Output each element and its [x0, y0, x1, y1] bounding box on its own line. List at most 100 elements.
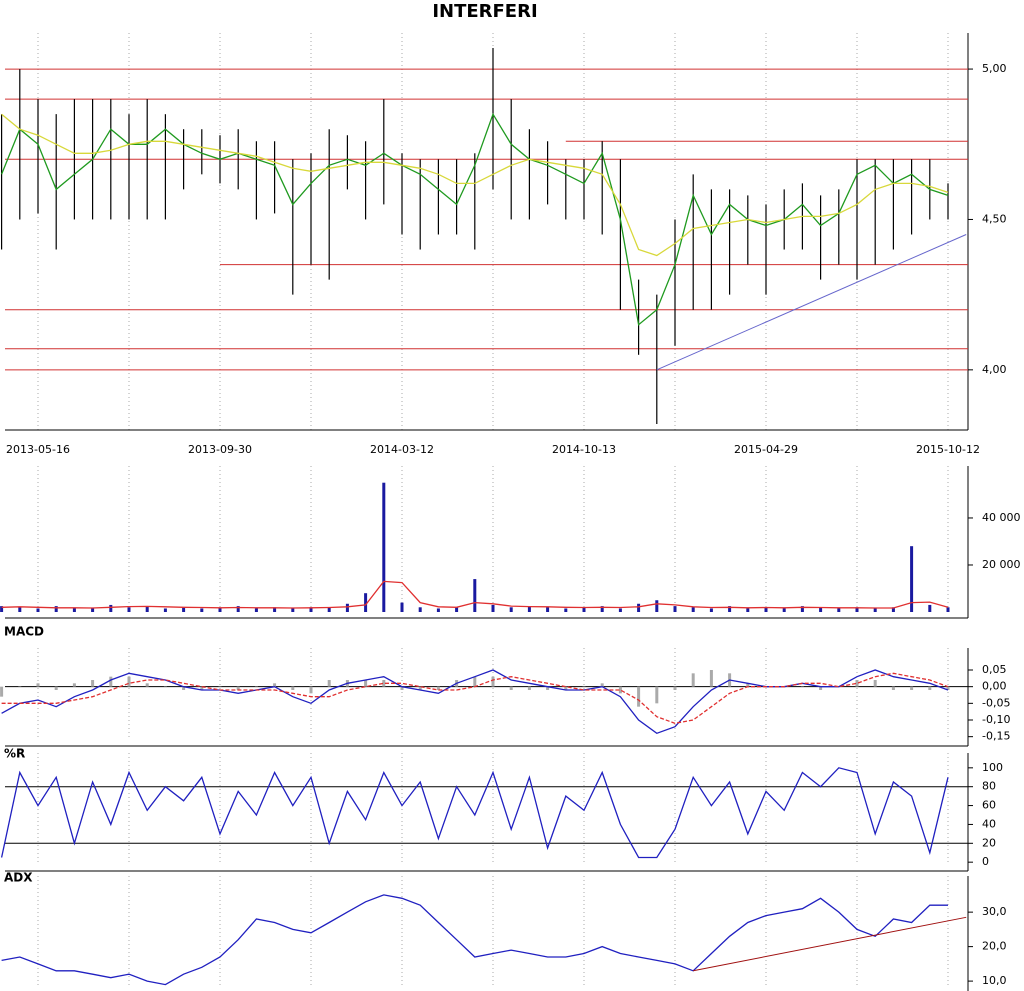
bar	[345, 603, 349, 612]
bar	[928, 686, 932, 690]
bar	[418, 607, 422, 612]
series-line	[1, 672, 949, 724]
bar	[236, 686, 240, 690]
bar	[946, 686, 950, 690]
bar	[72, 683, 76, 687]
bar	[236, 606, 240, 612]
series-line	[1, 113, 949, 257]
bar	[36, 683, 40, 687]
bar	[509, 607, 513, 612]
bar	[491, 676, 495, 687]
bar	[327, 680, 331, 687]
bar	[200, 686, 204, 690]
bar	[800, 606, 804, 612]
bar	[491, 604, 495, 612]
bar	[509, 686, 513, 690]
y-tick-label: 4,00	[982, 363, 1007, 376]
bar	[600, 606, 604, 612]
x-tick-label: 2015-10-12	[916, 443, 980, 456]
bar	[182, 686, 186, 690]
bar	[746, 608, 750, 612]
bar	[273, 683, 277, 687]
bar	[327, 607, 331, 612]
bar	[910, 686, 914, 690]
bar	[473, 676, 477, 687]
y-tick-label: 40	[982, 817, 996, 830]
bar	[600, 683, 604, 687]
panel-title: ADX	[4, 871, 33, 885]
bar	[36, 608, 40, 612]
trend-line	[656, 234, 967, 371]
x-tick-label: 2014-10-13	[552, 443, 616, 456]
panel-title: %R	[4, 747, 25, 761]
bar	[618, 608, 622, 612]
bar	[709, 608, 713, 612]
bar	[891, 686, 895, 690]
bar	[91, 680, 95, 687]
bar	[709, 670, 713, 687]
series-line	[1, 580, 949, 609]
bar	[127, 676, 131, 687]
bar	[691, 607, 695, 612]
bar	[364, 680, 368, 687]
bar	[637, 686, 641, 707]
bar	[400, 686, 404, 690]
y-tick-label: 80	[982, 780, 996, 793]
bar	[54, 686, 58, 690]
bar	[254, 608, 258, 612]
bar	[618, 686, 622, 694]
x-tick-label: 2013-09-30	[188, 443, 252, 456]
bar	[145, 606, 149, 612]
x-tick-label: 2015-04-29	[734, 443, 798, 456]
bar	[873, 680, 877, 687]
bar	[928, 604, 932, 612]
bar	[582, 607, 586, 612]
bar	[109, 604, 113, 612]
bar	[873, 608, 877, 612]
bar	[582, 686, 586, 688]
bar	[0, 686, 4, 697]
y-tick-label: 0,05	[982, 663, 1007, 676]
x-tick-label: 2014-03-12	[370, 443, 434, 456]
panel-title: MACD	[4, 625, 44, 639]
bar	[309, 686, 313, 694]
bar	[800, 686, 804, 688]
bar	[364, 593, 368, 612]
bar	[637, 603, 641, 612]
bar	[254, 686, 258, 688]
y-tick-label: 0	[982, 855, 989, 868]
bar	[273, 607, 277, 612]
bar	[673, 686, 677, 690]
bar	[127, 607, 131, 612]
bar	[946, 607, 950, 612]
x-tick-label: 2013-05-16	[6, 443, 70, 456]
bar	[837, 608, 841, 612]
series-line	[0, 767, 949, 859]
bar	[91, 608, 95, 612]
bar	[436, 686, 440, 690]
y-tick-label: 4,50	[982, 212, 1007, 225]
bar	[436, 608, 440, 612]
y-tick-label: -0,15	[982, 730, 1010, 743]
bar	[291, 608, 295, 612]
y-tick-label: 30,0	[982, 905, 1007, 918]
y-tick-label: -0,05	[982, 696, 1010, 709]
bar	[400, 602, 404, 612]
bar	[655, 686, 659, 704]
bar	[673, 606, 677, 612]
bar	[564, 686, 568, 690]
bar	[728, 606, 732, 612]
y-tick-label: -0,10	[982, 713, 1010, 726]
bar	[18, 607, 22, 612]
bar	[218, 686, 222, 688]
y-tick-label: 20,0	[982, 940, 1007, 953]
y-tick-label: 60	[982, 799, 996, 812]
bar	[655, 600, 659, 612]
bar	[527, 606, 531, 612]
trend-line	[693, 916, 967, 972]
bar	[145, 683, 149, 687]
bar	[855, 680, 859, 687]
bar	[891, 607, 895, 612]
bar	[819, 607, 823, 612]
